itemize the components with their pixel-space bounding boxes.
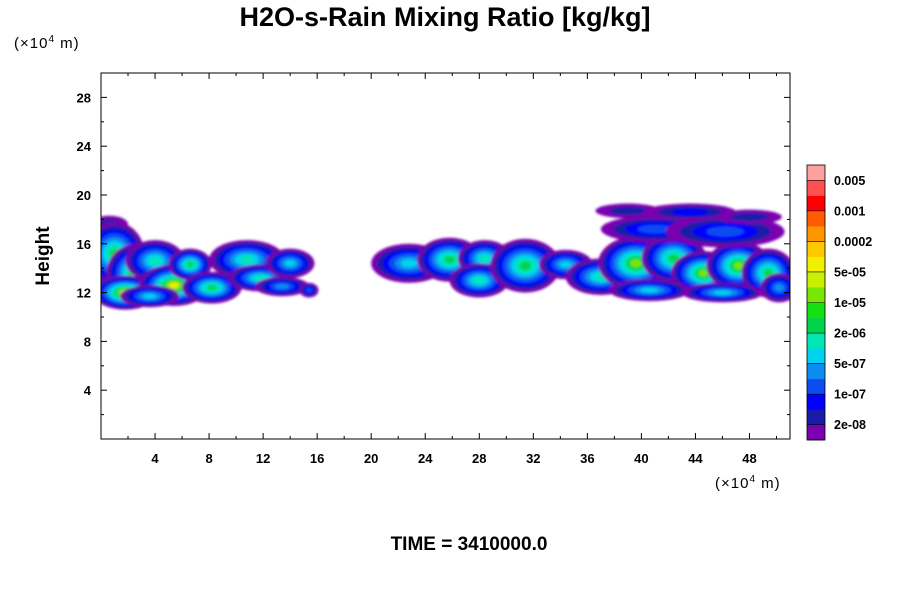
x-tick-label: 40 (634, 451, 648, 466)
cloud-cell (169, 282, 179, 289)
y-tick-label: 24 (77, 139, 92, 154)
cloud-cell (698, 269, 709, 277)
cloud-cell (733, 262, 744, 270)
colorbar-swatch (807, 348, 825, 364)
x-tick-label: 32 (526, 451, 540, 466)
colorbar-label: 2e-08 (834, 418, 866, 432)
colorbar-swatch (807, 256, 825, 273)
colorbar-swatch (807, 226, 825, 242)
cloud-cell (706, 226, 745, 237)
colorbar-swatch (807, 424, 825, 441)
plot-frame (100, 72, 791, 440)
x-tick-label: 8 (205, 451, 212, 466)
cloud-cell (637, 224, 673, 234)
colorbar-swatch (807, 317, 825, 334)
colorbar-swatch (807, 271, 825, 288)
x-tick-label: 20 (364, 451, 378, 466)
colorbar-swatch (807, 394, 825, 410)
cloud-cell (239, 255, 255, 264)
colorbar-swatch (807, 287, 825, 303)
colorbar-swatch (807, 378, 825, 395)
x-tick-label: 48 (742, 451, 756, 466)
colorbar-swatch (807, 363, 825, 380)
x-tick-label: 44 (688, 451, 703, 466)
cloud-cell (143, 293, 157, 299)
y-tick-label: 4 (84, 383, 92, 398)
cloud-cell (668, 254, 680, 263)
x-tick-labels: 4 8 12 16 20 24 28 32 36 40 44 48 (151, 451, 756, 466)
y-tick-label: 28 (77, 90, 91, 105)
x-tick-label: 24 (418, 451, 433, 466)
y-tick-label: 12 (77, 286, 91, 301)
colorbar-swatch (807, 241, 825, 257)
colorbar-label: 1e-07 (834, 388, 866, 402)
cloud-field (101, 203, 790, 310)
colorbar-label: 1e-05 (834, 296, 866, 310)
colorbar-label: 2e-06 (834, 327, 866, 341)
y-axis-label: Height (33, 226, 54, 286)
x-tick-label: 4 (151, 451, 159, 466)
colorbar-swatch (807, 210, 825, 227)
cloud-cell (774, 283, 785, 292)
chart-title: H2O-s-Rain Mixing Ratio [kg/kg] (239, 2, 650, 32)
x-tick-label: 12 (256, 451, 270, 466)
y-axis-unit: (×104 m) (14, 34, 80, 52)
cloud-cell (186, 261, 194, 268)
cloud-cell (284, 260, 296, 267)
colorbar-label: 5e-07 (834, 357, 866, 371)
cloud-cell (713, 290, 732, 295)
cloud-cell (400, 259, 418, 268)
cloud-cell (608, 206, 647, 216)
x-axis-unit: (×104 m) (715, 474, 781, 492)
cloud-cell (473, 277, 485, 284)
cloud-cell (149, 256, 161, 265)
x-tick-label: 28 (472, 451, 486, 466)
colorbar-swatch (807, 180, 825, 196)
colorbar-label: 5e-05 (834, 265, 866, 279)
y-tick-label: 20 (77, 188, 91, 203)
cloud-cell (254, 275, 267, 281)
cloud-cell (640, 287, 659, 293)
cloud-cell (306, 287, 313, 293)
cloud-cell (206, 285, 217, 291)
axis-ticks (101, 73, 790, 439)
time-label: TIME = 3410000.0 (391, 534, 548, 555)
colorbar-label: 0.0002 (834, 235, 872, 249)
cloud-cell (730, 212, 769, 222)
colorbar-swatch (807, 195, 825, 212)
cloud-cell (559, 261, 572, 268)
cloud-cell (275, 283, 290, 290)
cloud-cell (671, 208, 709, 216)
colorbar: 2e-08 1e-07 5e-07 2e-06 1e-05 5e-05 0.0002 0.00… (806, 164, 872, 441)
y-tick-label: 16 (77, 237, 91, 252)
cloud-cell (444, 256, 455, 264)
colorbar-label: 0.005 (834, 174, 865, 188)
cloud-cell (519, 261, 532, 271)
x-tick-label: 16 (310, 451, 324, 466)
cloud-cell (630, 259, 642, 268)
x-tick-label: 36 (580, 451, 594, 466)
colorbar-label: 0.001 (834, 204, 865, 218)
y-tick-label: 8 (84, 334, 91, 349)
colorbar-swatch (807, 302, 825, 319)
colorbar-swatch (807, 333, 825, 349)
cloud-cell (479, 254, 490, 262)
y-tick-labels: 4 8 12 16 20 24 28 (77, 90, 92, 398)
colorbar-swatch (807, 409, 825, 426)
colorbar-swatch (807, 165, 825, 181)
